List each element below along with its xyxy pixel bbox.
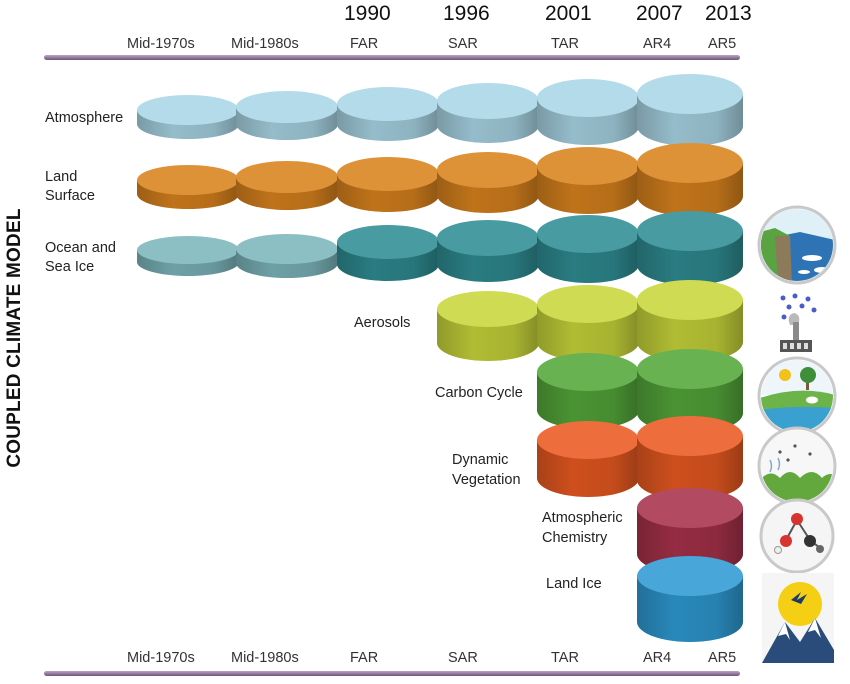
era-top-mid-1970s: Mid-1970s — [127, 36, 195, 52]
cylinder-land-surface-0 — [137, 165, 239, 209]
row-label-ocean-line2: Sea Ice — [45, 259, 95, 275]
era-top-ar4: AR4 — [643, 36, 672, 52]
cylinder-aerosols-1 — [537, 285, 639, 361]
timeline-bar-bottom — [44, 671, 740, 676]
era-top-sar: SAR — [448, 36, 478, 52]
cylinder-atmosphere-0 — [137, 95, 239, 139]
era-top-ar5: AR5 — [708, 36, 737, 52]
cylinder-land-surface-2 — [337, 157, 439, 212]
cylinder-vegetation-1 — [637, 416, 743, 500]
cylinder-atmosphere-1 — [236, 91, 338, 140]
row-label-land-surface-line2: Surface — [45, 188, 95, 204]
cylinder-ocean-4 — [537, 215, 639, 283]
era-bottom-mid-1970s: Mid-1970s — [127, 650, 195, 666]
timeline-bar-top — [44, 55, 740, 60]
cylinder-ocean-2 — [337, 225, 439, 281]
row-label-vegetation-line2: Vegetation — [452, 472, 521, 488]
cylinder-atmosphere-2 — [337, 87, 439, 141]
cylinder-ocean-5 — [637, 211, 743, 285]
cylinder-ocean-3 — [437, 220, 539, 282]
era-bottom-tar: TAR — [551, 650, 579, 666]
era-bottom-mid-1980s: Mid-1980s — [231, 650, 299, 666]
row-label-aerosols: Aerosols — [354, 315, 411, 331]
row-label-land-ice: Land Ice — [546, 576, 602, 592]
row-label-atmosphere: Atmosphere — [45, 110, 124, 126]
cylinder-land-surface-4 — [537, 147, 639, 214]
row-label-land-surface-line1: Land — [45, 169, 78, 185]
cylinder-ocean-1 — [236, 234, 338, 278]
row-label-carbon-cycle: Carbon Cycle — [435, 385, 523, 401]
era-bottom-ar5: AR5 — [708, 650, 737, 666]
cylinder-atmosphere-3 — [437, 83, 539, 143]
row-label-chemistry-line2: Chemistry — [542, 530, 608, 546]
cylinder-land-surface-3 — [437, 152, 539, 213]
cylinder-vegetation-0 — [537, 421, 639, 497]
year-1996: 1996 — [443, 2, 490, 25]
cylinder-ocean-0 — [137, 236, 239, 276]
era-top-mid-1980s: Mid-1980s — [231, 36, 299, 52]
year-2013: 2013 — [705, 2, 752, 25]
row-label-vegetation-line1: Dynamic — [452, 452, 509, 468]
cylinder-carbon-1 — [637, 349, 743, 433]
era-bottom-sar: SAR — [448, 650, 478, 666]
cylinder-aerosols-2 — [637, 280, 743, 362]
cylinder-aerosols-0 — [437, 291, 539, 361]
era-top-tar: TAR — [551, 36, 579, 52]
year-2001: 2001 — [545, 2, 592, 25]
year-2007: 2007 — [636, 2, 683, 25]
row-label-ocean-line1: Ocean and — [45, 240, 116, 256]
era-bottom-ar4: AR4 — [643, 650, 672, 666]
cylinder-land-surface-5 — [637, 143, 743, 216]
cylinder-land-ice-0 — [637, 556, 743, 642]
row-label-chemistry-line1: Atmospheric — [542, 510, 623, 526]
cylinder-atmosphere-4 — [537, 79, 639, 145]
year-1990: 1990 — [344, 2, 391, 25]
cylinder-atmosphere-5 — [637, 74, 743, 146]
cylinder-land-surface-1 — [236, 161, 338, 210]
era-top-far: FAR — [350, 36, 379, 52]
cylinder-chemistry-0 — [637, 488, 743, 574]
era-bottom-far: FAR — [350, 650, 379, 666]
cylinder-carbon-0 — [537, 353, 639, 429]
